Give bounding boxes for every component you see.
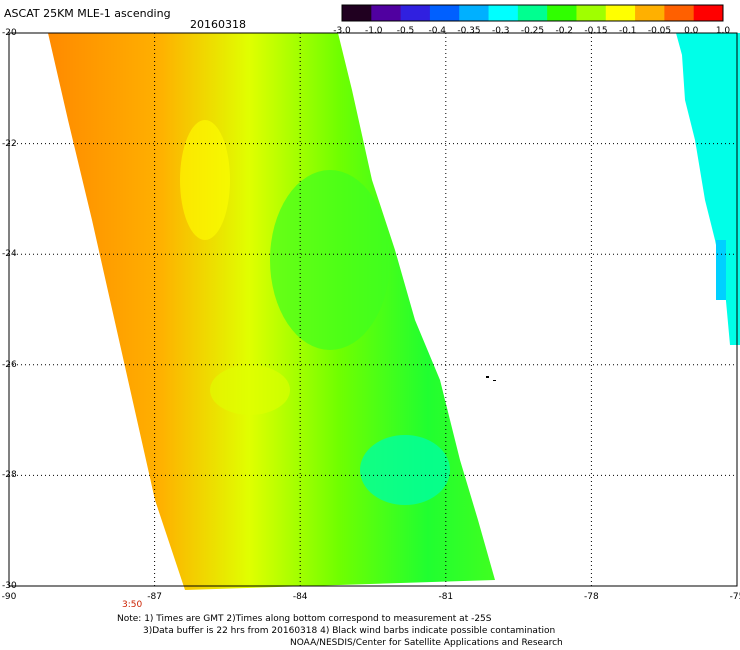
colorbar-label: -1.0 <box>364 26 383 36</box>
colorbar-label: 1.0 <box>715 26 731 36</box>
colorbar-swatch <box>342 5 372 21</box>
colorbar-swatch <box>400 5 431 21</box>
colorbar-swatch <box>664 5 695 21</box>
colorbar-swatch <box>488 5 519 21</box>
map-date: 20160318 <box>190 18 246 31</box>
land-dot <box>486 376 489 378</box>
latitude-label: -28 <box>2 470 17 481</box>
longitude-label: -84 <box>292 592 308 602</box>
colorbar-label: -0.35 <box>457 26 481 36</box>
latitude-label: -22 <box>2 138 17 149</box>
colorbar-label: -3.0 <box>333 26 351 36</box>
colorbar-label: -0.2 <box>555 26 574 36</box>
scatterometer-swath <box>48 33 495 590</box>
longitude-label: -87 <box>147 592 162 602</box>
colorbar-label: -0.4 <box>428 26 447 36</box>
colorbar-frame <box>341 4 724 22</box>
latitude-label: -24 <box>2 249 17 260</box>
colorbar-swatch <box>459 5 490 21</box>
latitude-label: -26 <box>2 359 17 370</box>
pass-time-label: 3:50 <box>122 600 143 610</box>
colorbar-swatch <box>429 5 460 21</box>
longitude-label: -81 <box>438 592 454 602</box>
colorbar <box>341 4 724 22</box>
graticule <box>9 33 737 586</box>
colorbar-label: -0.1 <box>618 26 637 36</box>
note-line-3: NOAA/NESDIS/Center for Satellite Applica… <box>290 638 563 648</box>
swath-feature-green <box>270 170 390 350</box>
longitude-label: -90 <box>1 592 17 602</box>
colorbar-label: 0.0 <box>684 26 699 36</box>
colorbar-label: -0.25 <box>520 26 545 36</box>
map-title: ASCAT 25KM MLE-1 ascending <box>4 7 171 20</box>
swath-east-blue-patch <box>716 240 726 300</box>
swath-feature-yellow <box>180 120 230 240</box>
latitude-label: -20 <box>2 28 17 38</box>
note-line-2: 3)Data buffer is 22 hrs from 20160318 4)… <box>143 626 556 636</box>
longitude-label: -75 <box>729 592 740 602</box>
land-dot <box>493 380 496 381</box>
colorbar-swatch <box>547 5 577 21</box>
colorbar-swatch <box>635 5 665 21</box>
latitude-label: -30 <box>2 581 17 591</box>
colorbar-swatch <box>605 5 636 21</box>
swath-feature-yellow-2 <box>210 365 290 415</box>
colorbar-label: -0.5 <box>396 26 415 36</box>
map-frame <box>8 32 738 587</box>
colorbar-swatch <box>693 5 724 21</box>
note-line-1: Note: 1) Times are GMT 2)Times along bot… <box>117 614 492 624</box>
colorbar-label: -0.3 <box>491 26 510 36</box>
colorbar-swatch <box>517 5 548 21</box>
colorbar-label: -0.15 <box>584 26 608 36</box>
colorbar-label: -0.05 <box>647 26 672 36</box>
colorbar-swatch <box>576 5 607 21</box>
colorbar-swatch <box>371 5 402 21</box>
longitude-label: -78 <box>584 592 599 602</box>
scatterometer-swath-east <box>676 33 740 345</box>
swath-feature-cyan <box>360 435 450 505</box>
